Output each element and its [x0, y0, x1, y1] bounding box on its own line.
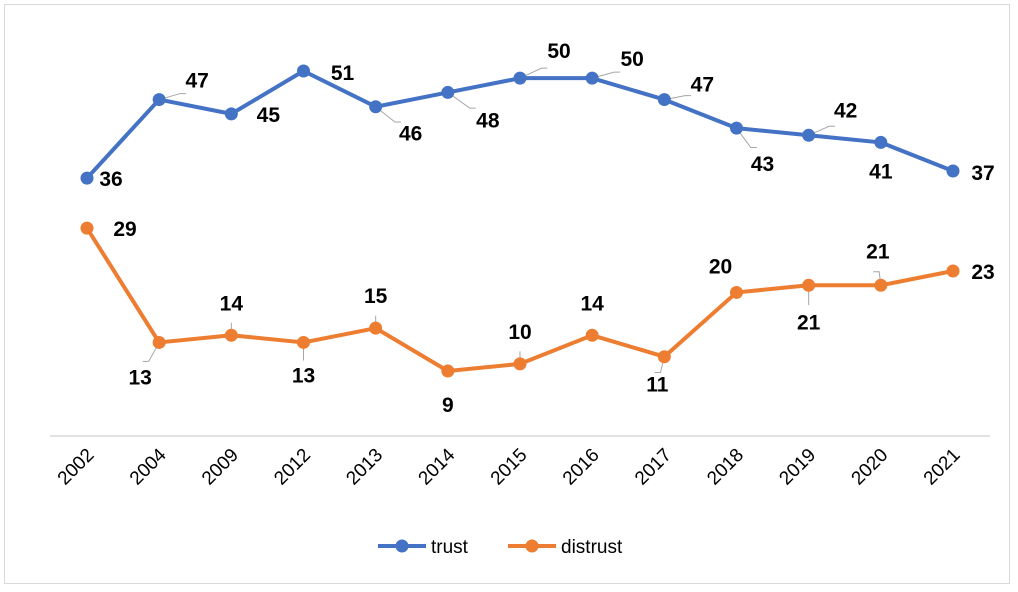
- distrust-data-label: 13: [128, 366, 151, 389]
- trust-series-line: [85, 69, 954, 180]
- x-tick-label: 2015: [487, 445, 532, 490]
- trust-data-label: 36: [99, 168, 122, 191]
- trust-data-label: 45: [257, 104, 281, 127]
- trust-data-label: 48: [476, 109, 500, 132]
- trust-data-label: 50: [547, 40, 570, 63]
- x-tick-label: 2020: [848, 445, 893, 490]
- distrust-point: [585, 328, 599, 342]
- leader-line: [808, 125, 836, 136]
- trust-data-label: 37: [971, 162, 994, 185]
- distrust-data-label: 14: [580, 292, 604, 315]
- distrust-data-label: 10: [508, 321, 531, 344]
- distrust-point: [802, 278, 816, 292]
- distrust-point: [224, 328, 238, 342]
- trust-data-label: 46: [399, 123, 422, 146]
- trust-data-label: 51: [331, 62, 355, 85]
- distrust-data-label: 13: [292, 364, 315, 387]
- distrust-series-line: [85, 227, 954, 374]
- distrust-data-label: 21: [797, 311, 821, 334]
- leader-line: [592, 71, 621, 79]
- leader-line: [664, 95, 692, 101]
- trust-point: [369, 100, 383, 114]
- trust-point: [297, 64, 310, 78]
- distrust-point: [730, 285, 743, 299]
- distrust-data-label: 20: [709, 255, 732, 278]
- distrust-point: [874, 278, 888, 292]
- x-tick-label: 2021: [920, 445, 965, 490]
- trust-point: [441, 85, 455, 99]
- trust-point: [657, 93, 671, 107]
- legend-distrust-label: distrust: [561, 537, 623, 558]
- distrust-data-label: 23: [971, 261, 994, 284]
- distrust-data-label: 21: [866, 240, 890, 263]
- trust-data-label: 47: [691, 74, 714, 97]
- distrust-data-label: 29: [113, 218, 136, 241]
- x-tick-label: 2002: [54, 445, 99, 490]
- x-tick-label: 2014: [415, 444, 460, 489]
- x-tick-label: 2009: [198, 445, 243, 490]
- trust-data-label: 50: [620, 48, 643, 71]
- x-tick-label: 2004: [126, 444, 171, 489]
- distrust-point: [80, 221, 94, 235]
- trust-data-label: 41: [869, 160, 893, 183]
- leader-line: [375, 106, 401, 123]
- legend-trust-marker: [395, 539, 409, 553]
- trust-data-label: 47: [185, 70, 208, 93]
- trust-data-label: 42: [834, 99, 857, 122]
- trust-point: [802, 128, 816, 142]
- trust-point: [946, 164, 960, 178]
- distrust-point: [297, 335, 310, 349]
- x-tick-label: 2018: [703, 445, 748, 490]
- trust-data-label: 43: [751, 153, 774, 176]
- x-tick-label: 2019: [775, 445, 820, 490]
- distrust-point: [152, 335, 166, 349]
- trust-point: [513, 71, 527, 85]
- x-tick-label: 2012: [270, 445, 315, 490]
- distrust-data-label: 15: [364, 285, 388, 308]
- distrust-data-label: 14: [220, 292, 244, 315]
- trust-point: [730, 121, 743, 135]
- x-tick-label: 2013: [342, 445, 387, 490]
- trust-point: [224, 107, 238, 121]
- leader-line: [519, 67, 548, 79]
- distrust-point: [657, 350, 671, 364]
- leader-line: [159, 93, 187, 101]
- legend-trust-label: trust: [431, 537, 469, 558]
- leader-line: [736, 127, 757, 149]
- chart-frame: [4, 4, 1010, 584]
- trust-point: [585, 71, 599, 85]
- trust-point: [80, 171, 94, 185]
- distrust-point: [946, 264, 960, 278]
- distrust-point: [441, 364, 455, 378]
- distrust-point: [513, 357, 527, 371]
- leader-line: [142, 342, 160, 362]
- distrust-data-label: 9: [442, 394, 454, 417]
- trust-point: [152, 93, 166, 107]
- x-tick-label: 2017: [631, 445, 676, 490]
- leader-line: [447, 92, 476, 109]
- x-tick-label: 2016: [559, 445, 604, 490]
- distrust-point: [369, 321, 383, 335]
- distrust-data-label: 11: [646, 374, 669, 397]
- legend-distrust-marker: [525, 539, 539, 553]
- trust-point: [874, 135, 888, 149]
